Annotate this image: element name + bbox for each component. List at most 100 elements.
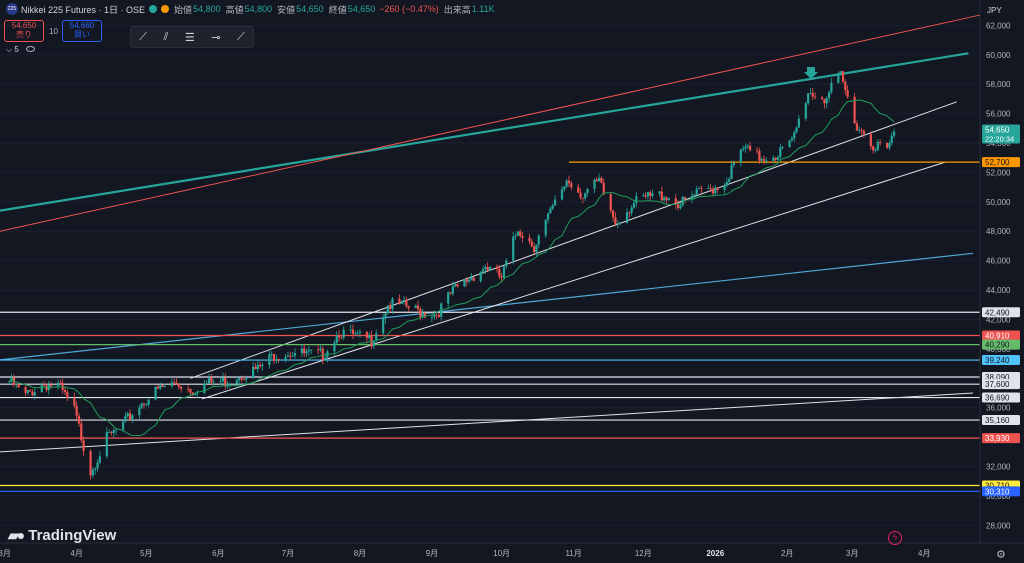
time-tick-label: 8月 xyxy=(354,549,366,558)
currency-label[interactable]: JPY xyxy=(987,6,1002,15)
candle-body xyxy=(159,385,162,389)
candle-body xyxy=(765,160,768,162)
symbol-title[interactable]: Nikkei 225 Futures · 1日 · OSE xyxy=(21,4,146,15)
candle-body xyxy=(530,241,533,247)
candle-body xyxy=(416,305,420,310)
candle-body xyxy=(242,379,245,381)
time-tick-label: 9月 xyxy=(426,549,438,558)
candle-body xyxy=(421,312,424,318)
candle-body xyxy=(284,356,287,360)
candle-body xyxy=(521,235,524,238)
candle-body xyxy=(500,276,503,278)
volume-value: 1.11K xyxy=(471,4,495,14)
horizontal-ray-icon[interactable]: ⊸ xyxy=(211,31,221,44)
candle-body xyxy=(240,378,243,380)
candle-body xyxy=(549,208,552,214)
time-axis[interactable]: 3月 4月 5月 6月 7月 8月 9月 10月 11月 12月 2026 2月 3月 4月 xyxy=(0,542,1024,558)
tradingview-mark-icon: ▰● xyxy=(8,527,25,543)
price-tick-label: 50,000 xyxy=(986,198,1011,207)
price-tick-label: 62,000 xyxy=(986,21,1011,30)
candle-body xyxy=(811,92,814,97)
candle-body xyxy=(467,279,471,282)
candle-body xyxy=(535,244,538,253)
candle-body xyxy=(73,397,76,406)
candle-body xyxy=(219,381,222,382)
candle-body xyxy=(774,157,777,160)
candle-body xyxy=(368,335,371,338)
candle-body xyxy=(630,207,633,213)
candle-body xyxy=(33,392,36,396)
delayed-data-icon xyxy=(161,5,170,13)
candle-body xyxy=(59,382,62,384)
candle-body xyxy=(823,99,826,104)
price-tick-label: 60,000 xyxy=(986,51,1011,60)
candle-body xyxy=(728,178,731,182)
candle-body xyxy=(667,198,670,201)
parallel-channel-icon[interactable]: ⫽ xyxy=(163,30,169,43)
candle-body xyxy=(140,403,143,408)
candle-body xyxy=(600,178,603,183)
candle-body xyxy=(519,231,522,236)
candle-body xyxy=(98,456,101,463)
settings-gear-icon[interactable]: ⚙ xyxy=(996,549,1006,561)
candle-body xyxy=(872,146,875,151)
candle-body xyxy=(879,142,882,144)
candle-body xyxy=(17,383,20,388)
price-tick-label: 28,000 xyxy=(986,521,1011,530)
candle-body xyxy=(755,150,759,151)
candle-body xyxy=(333,342,336,352)
indicators-toggle[interactable]: ⌵ 5 xyxy=(6,45,35,55)
candle-body xyxy=(790,138,793,141)
candle-body xyxy=(340,337,343,339)
symbol-logo[interactable]: 225 xyxy=(6,3,18,15)
candle-body xyxy=(841,71,845,82)
candle-body xyxy=(389,305,392,309)
candle-body xyxy=(270,354,273,355)
volume-label: 出来高 xyxy=(443,4,471,15)
price-tick-label: 44,000 xyxy=(986,286,1011,295)
price-tick-label: 42,000 xyxy=(986,315,1011,324)
candle-body xyxy=(723,185,726,190)
level-price-label: 37,600 xyxy=(985,380,1010,389)
level-price-tag xyxy=(982,486,1020,497)
lightning-icon[interactable]: ϟ xyxy=(888,531,902,545)
price-axis[interactable]: 28,00030,00032,00034,00036,00038,00040,0… xyxy=(979,0,1024,563)
candle-body xyxy=(305,351,308,354)
low-value: 54,650 xyxy=(296,4,324,14)
candle-body xyxy=(191,392,194,396)
candle-body xyxy=(758,150,761,161)
ray-line-icon[interactable]: ⟋ xyxy=(237,30,245,43)
candle-body xyxy=(435,314,438,316)
candle-body xyxy=(579,192,582,198)
candle-body xyxy=(154,386,157,400)
level-price-label: 33,930 xyxy=(985,434,1010,443)
upper-trendline xyxy=(0,52,969,212)
candle-body xyxy=(827,92,831,99)
level-price-tag xyxy=(982,379,1020,390)
candle-body xyxy=(584,192,587,199)
sell-button[interactable]: 54,650 売り xyxy=(4,20,44,42)
candle-body xyxy=(814,96,817,98)
fib-retracement-icon[interactable]: ☰ xyxy=(184,31,195,44)
candle-body xyxy=(577,187,580,193)
candle-body xyxy=(205,383,208,385)
buy-button[interactable]: 54,660 買い xyxy=(62,20,102,42)
candle-body xyxy=(853,96,856,124)
candle-body xyxy=(563,186,566,190)
candle-body xyxy=(187,388,190,390)
moving-average-line xyxy=(8,99,895,437)
chevron-down-icon: ⌵ xyxy=(6,45,13,54)
candle-body xyxy=(567,180,571,184)
candle-body xyxy=(470,277,473,280)
candle-body xyxy=(349,329,352,331)
candle-body xyxy=(788,140,791,148)
trend-line-icon[interactable]: ⟋ xyxy=(139,30,147,43)
time-tick-label: 12月 xyxy=(635,549,652,558)
candle-body xyxy=(177,383,180,387)
candle-body xyxy=(488,266,492,271)
candle-body xyxy=(711,188,715,194)
candle-body xyxy=(649,192,652,196)
candle-body xyxy=(700,188,703,190)
candle-body xyxy=(145,404,148,406)
